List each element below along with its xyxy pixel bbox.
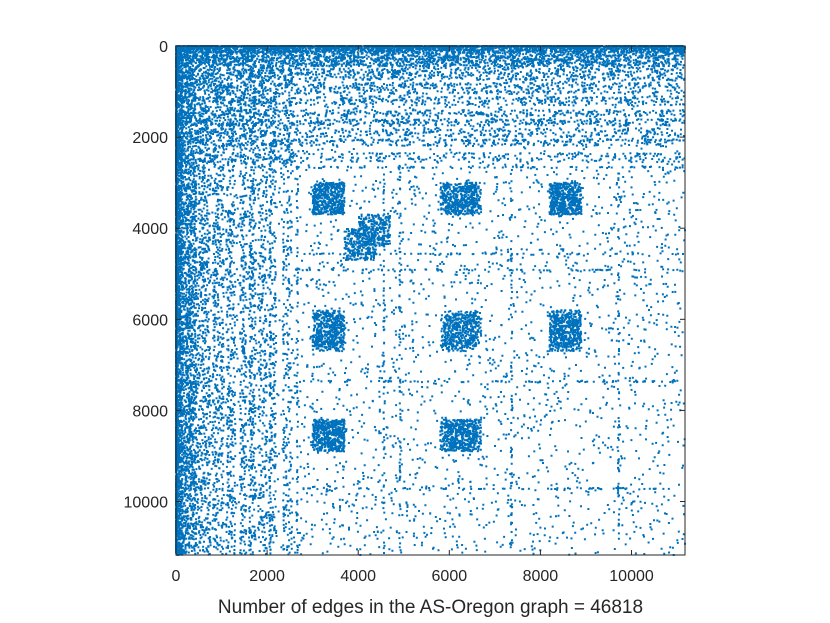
x-tick-label: 2000 [249,568,285,585]
y-tick-label: 2000 [132,130,168,147]
x-axis: 0 2000 4000 6000 8000 10000 [172,46,654,585]
y-tick-label: 8000 [132,403,168,420]
y-tick-label: 4000 [132,221,168,238]
x-axis-label: Number of edges in the AS-Oregon graph =… [218,597,643,618]
x-tick-label: 8000 [523,568,559,585]
y-tick-label: 10000 [124,495,169,512]
nonzero-markers [175,45,686,556]
data-markers [175,45,686,556]
x-tick-label: 4000 [340,568,376,585]
y-axis: 0 2000 4000 6000 8000 10000 [124,39,685,512]
y-tick-label: 0 [159,39,168,56]
x-tick-label: 0 [172,568,181,585]
x-tick-label: 6000 [432,568,468,585]
y-tick-label: 6000 [132,312,168,329]
plot-frame [175,45,686,556]
x-tick-label: 10000 [609,568,654,585]
